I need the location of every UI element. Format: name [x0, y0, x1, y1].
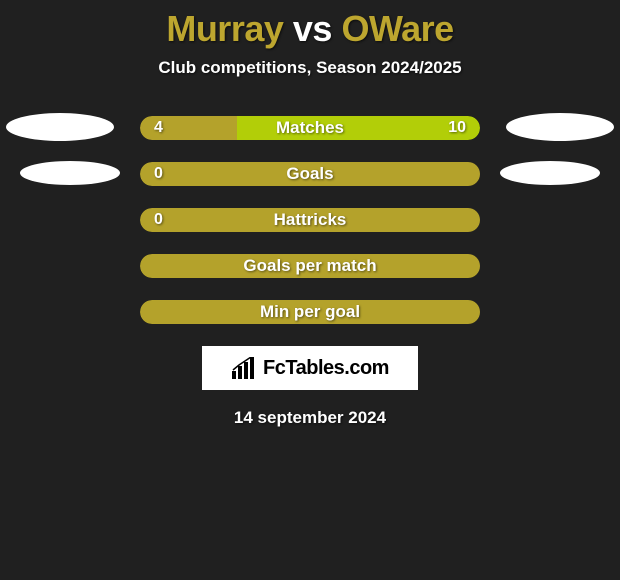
- stat-bar: Matches 4 10: [140, 116, 480, 140]
- subtitle: Club competitions, Season 2024/2025: [0, 58, 620, 78]
- side-ellipse-right: [506, 113, 614, 141]
- stat-bar-label: Hattricks: [274, 210, 347, 230]
- date: 14 september 2024: [0, 408, 620, 428]
- stat-bar-right: [237, 116, 480, 140]
- stat-row: Goals per match: [0, 254, 620, 278]
- stat-bar: Goals 0: [140, 162, 480, 186]
- stat-bar-label: Goals: [286, 164, 333, 184]
- stat-row: Min per goal: [0, 300, 620, 324]
- stat-bar-value-left: 4: [154, 119, 163, 137]
- stat-bar-label: Min per goal: [260, 302, 360, 322]
- side-ellipse-right: [500, 161, 600, 185]
- stat-row: Hattricks 0: [0, 208, 620, 232]
- page: Murray vs OWare Club competitions, Seaso…: [0, 0, 620, 580]
- logo: FcTables.com: [231, 357, 389, 380]
- stat-row: Matches 4 10: [0, 116, 620, 140]
- stat-bar-value-left: 0: [154, 211, 163, 229]
- stat-bar-label: Goals per match: [243, 256, 376, 276]
- stat-bar: Goals per match: [140, 254, 480, 278]
- stat-row: Goals 0: [0, 162, 620, 186]
- stat-bar: Min per goal: [140, 300, 480, 324]
- title-player2: OWare: [341, 8, 453, 49]
- stat-bar-value-left: 0: [154, 165, 163, 183]
- logo-bars-icon: [231, 357, 259, 379]
- stat-bar-label: Matches: [276, 118, 344, 138]
- side-ellipse-left: [6, 113, 114, 141]
- stat-rows: Matches 4 10 Goals 0 Hattricks 0 Goals per matc…: [0, 116, 620, 324]
- logo-box: FcTables.com: [202, 346, 418, 390]
- stat-bar: Hattricks 0: [140, 208, 480, 232]
- title-player1: Murray: [166, 8, 283, 49]
- side-ellipse-left: [20, 161, 120, 185]
- page-title: Murray vs OWare: [0, 0, 620, 50]
- logo-text: FcTables.com: [263, 357, 389, 380]
- stat-bar-value-right: 10: [448, 119, 466, 137]
- title-vs: vs: [293, 8, 332, 49]
